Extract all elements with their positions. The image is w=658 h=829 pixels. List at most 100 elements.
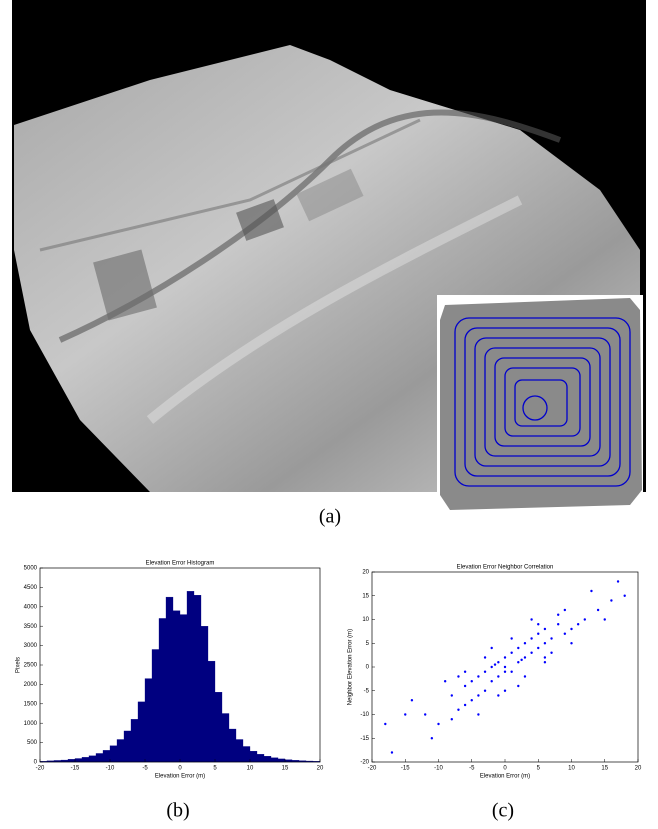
point [437,723,439,725]
point [464,704,466,706]
page: (a) (b) (c) -20-15-10-505101520050010001… [0,0,658,829]
point [484,656,486,658]
y-tick-label: 1000 [24,721,38,727]
point [424,713,426,715]
caption: (c) [492,800,514,822]
x-tick-label: 5 [537,766,541,772]
bar [96,753,103,762]
y-tick-label: 1500 [24,701,38,707]
bar [75,759,82,762]
bar [152,649,159,762]
point [544,642,546,644]
point [604,618,606,620]
y-tick-label: 10 [362,617,369,623]
y-axis-label: Pixels [16,657,22,673]
x-tick-label: 15 [601,766,608,772]
y-tick-label: 3500 [24,624,38,630]
bar [68,759,75,762]
y-tick-label: -5 [364,688,370,694]
y-tick-label: 5 [366,641,370,647]
point [517,685,519,687]
point [504,656,506,658]
point [477,694,479,696]
x-tick-label: 0 [503,766,507,772]
x-tick-label: -20 [36,766,45,772]
point [557,623,559,625]
point [391,751,393,753]
y-tick-label: 3000 [24,643,38,649]
chart-title: Elevation Error Neighbor Correlation [457,565,554,571]
point [517,661,519,663]
point [564,633,566,635]
point [404,713,406,715]
point [491,680,493,682]
y-tick-label: 2000 [24,682,38,688]
point [451,694,453,696]
point [457,709,459,711]
bar [243,746,250,762]
bar [166,597,173,762]
x-tick-label: -5 [469,766,475,772]
point [610,599,612,601]
y-tick-label: 500 [27,740,38,746]
point [444,680,446,682]
point [524,656,526,658]
point [550,652,552,654]
y-tick-label: 2500 [24,663,38,669]
point [477,675,479,677]
bar [187,591,194,762]
y-tick-label: 15 [362,593,369,599]
point [464,671,466,673]
x-tick-label: -15 [401,766,410,772]
point [617,580,619,582]
point [494,663,496,665]
point [597,609,599,611]
point [477,713,479,715]
bar [82,757,89,762]
y-tick-label: 5000 [24,566,38,572]
point [564,609,566,611]
point [504,666,506,668]
point [497,694,499,696]
point [524,642,526,644]
bar [236,739,243,762]
point [530,618,532,620]
x-tick-label: -15 [71,766,80,772]
bar [250,751,257,762]
bar [131,719,138,762]
point [457,675,459,677]
bar [145,679,152,762]
inset-map [437,295,643,515]
point [491,647,493,649]
point [544,628,546,630]
point [504,690,506,692]
bar [278,759,285,762]
point [577,623,579,625]
y-tick-label: 0 [366,665,370,671]
point [544,656,546,658]
y-tick-label: 20 [362,570,369,576]
bar [110,746,117,762]
bar [89,756,96,762]
point [537,633,539,635]
bar [201,626,208,762]
chart-title: Elevation Error Histogram [146,561,215,567]
point [520,659,522,661]
point [537,647,539,649]
bar [180,615,187,762]
x-tick-label: 20 [317,766,324,772]
point [471,699,473,701]
point [431,737,433,739]
point [517,647,519,649]
point [504,671,506,673]
point [451,718,453,720]
point [530,652,532,654]
bar [103,750,110,762]
bar [124,731,131,762]
bar [194,595,201,762]
bar [257,754,264,762]
caption: (b) [166,800,189,822]
point [544,661,546,663]
